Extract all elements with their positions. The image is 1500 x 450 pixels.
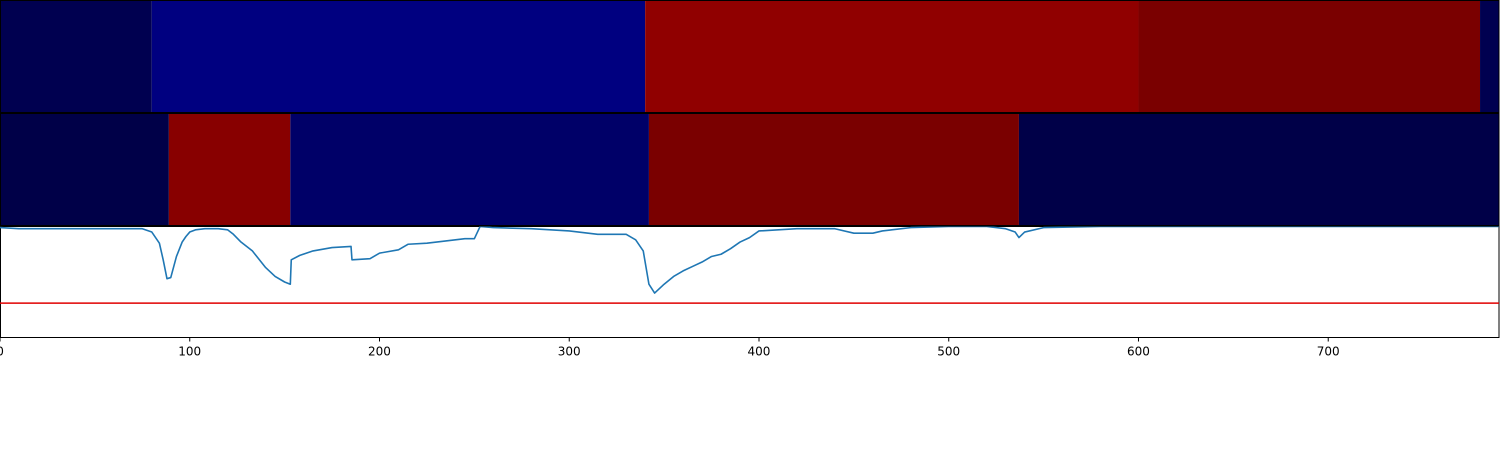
x-tick-label: 400	[748, 345, 771, 359]
x-tick-label: 0	[0, 345, 4, 359]
heatmap-segment-top-0	[0, 0, 152, 113]
series-line-0	[0, 226, 1499, 294]
x-tick-label: 200	[368, 345, 391, 359]
heatmap-segment-middle-4	[1018, 113, 1499, 226]
heatmap-segment-middle-2	[290, 113, 649, 226]
heatmap-segment-top-1	[151, 0, 646, 113]
heatmap-segment-middle-3	[648, 113, 1019, 226]
x-axis: 0 100 200 300 400 500 600 700	[0, 337, 1340, 359]
heatmap-segment-top-4	[1480, 0, 1499, 113]
heatmap-segment-middle-0	[0, 113, 169, 226]
line-panel	[0, 226, 1500, 338]
heatmap-segment-top-3	[1138, 0, 1481, 113]
panel-frame-top	[0, 0, 1500, 113]
x-tick-label: 600	[1127, 345, 1150, 359]
heatmap-panel-top	[0, 0, 1500, 113]
x-tick-label: 700	[1317, 345, 1340, 359]
panel-frame-middle	[0, 113, 1500, 226]
heatmap-panel-middle	[0, 113, 1500, 226]
x-tick-label: 300	[558, 345, 581, 359]
heatmap-segment-top-2	[645, 0, 1139, 113]
panel-frame-bottom	[0, 226, 1500, 338]
x-tick-label: 100	[178, 345, 201, 359]
x-tick-label: 500	[937, 345, 960, 359]
heatmap-segment-middle-1	[168, 113, 291, 226]
